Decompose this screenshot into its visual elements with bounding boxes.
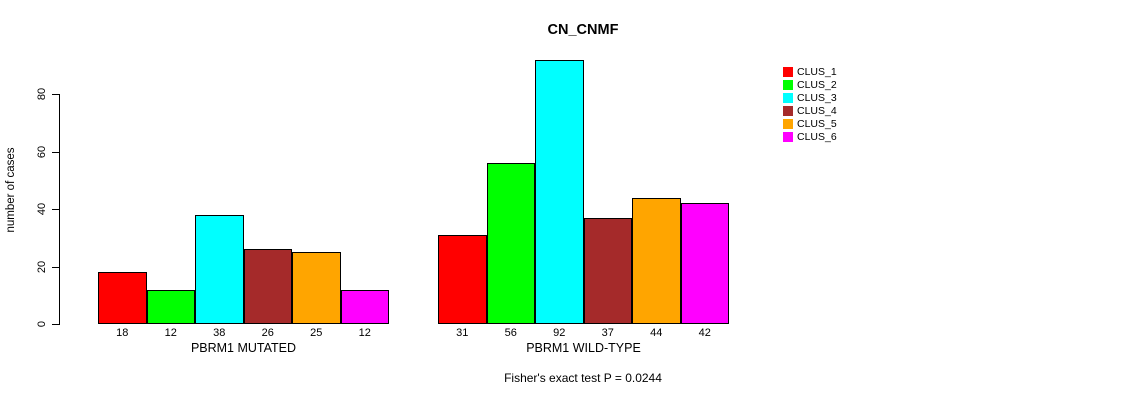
bar-value-label: 44 xyxy=(650,327,663,339)
legend-label: CLUS_5 xyxy=(797,117,837,130)
y-axis-tick-label: 80 xyxy=(36,88,48,101)
bar-value-label: 37 xyxy=(601,327,614,339)
legend-item-clus_2: CLUS_2 xyxy=(783,78,837,91)
bar-value-label: 56 xyxy=(504,327,517,339)
bar-clus_3-wild-type xyxy=(535,59,584,324)
bar-value-label: 26 xyxy=(261,327,274,339)
legend-label: CLUS_2 xyxy=(797,78,837,91)
legend-item-clus_1: CLUS_1 xyxy=(783,65,837,78)
y-axis-tick-label: 60 xyxy=(36,145,48,158)
bar-clus_2-wild-type xyxy=(486,163,535,324)
legend-item-clus_6: CLUS_6 xyxy=(783,130,837,143)
y-axis-label: number of cases xyxy=(5,147,17,233)
bar-value-label: 12 xyxy=(358,327,371,339)
legend-swatch-icon xyxy=(783,105,793,116)
legend-label: CLUS_1 xyxy=(797,65,837,78)
bar-clus_5-mutated xyxy=(292,252,341,324)
bar-value-label: 92 xyxy=(553,327,566,339)
bar-clus_4-wild-type xyxy=(583,217,632,324)
legend-item-clus_3: CLUS_3 xyxy=(783,91,837,104)
bar-clus_4-mutated xyxy=(243,249,292,324)
bar-value-label: 38 xyxy=(213,327,226,339)
bar-value-label: 18 xyxy=(116,327,129,339)
bar-clus_5-wild-type xyxy=(632,197,681,324)
bar-value-label: 42 xyxy=(698,327,711,339)
group-label-wild-type: PBRM1 WILD-TYPE xyxy=(526,341,641,355)
legend-item-clus_4: CLUS_4 xyxy=(783,104,837,117)
legend-swatch-icon xyxy=(783,131,793,142)
y-axis-tick-label: 20 xyxy=(36,260,48,273)
bar-value-label: 12 xyxy=(164,327,177,339)
y-axis-tick-mark xyxy=(52,151,59,153)
bar-clus_6-mutated xyxy=(340,289,389,324)
bar-clus_1-wild-type xyxy=(438,235,487,324)
legend-swatch-icon xyxy=(783,92,793,103)
chart-title: CN_CNMF xyxy=(547,22,619,38)
legend-swatch-icon xyxy=(783,118,793,129)
y-axis-tick-mark xyxy=(52,209,59,211)
bar-clus_1-mutated xyxy=(98,272,147,324)
y-axis-tick-mark xyxy=(52,324,59,325)
y-axis-tick-mark xyxy=(52,94,59,96)
legend-label: CLUS_6 xyxy=(797,130,837,143)
annotation-text: Fisher's exact test P = 0.0244 xyxy=(504,371,662,385)
y-axis-tick-mark xyxy=(52,266,59,268)
legend-label: CLUS_3 xyxy=(797,91,837,104)
y-axis-tick-label: 40 xyxy=(36,203,48,216)
bar-clus_2-mutated xyxy=(146,289,195,324)
bar-clus_6-wild-type xyxy=(680,203,729,324)
y-axis-line xyxy=(59,94,60,325)
y-axis-tick-label: 0 xyxy=(36,320,48,328)
bar-clus_3-mutated xyxy=(195,214,244,324)
bar-value-label: 31 xyxy=(456,327,469,339)
bar-value-label: 25 xyxy=(310,327,323,339)
legend-swatch-icon xyxy=(783,79,793,90)
group-label-mutated: PBRM1 MUTATED xyxy=(190,341,297,355)
legend-item-clus_5: CLUS_5 xyxy=(783,117,837,130)
legend-swatch-icon xyxy=(783,66,793,77)
legend-label: CLUS_4 xyxy=(797,104,837,117)
